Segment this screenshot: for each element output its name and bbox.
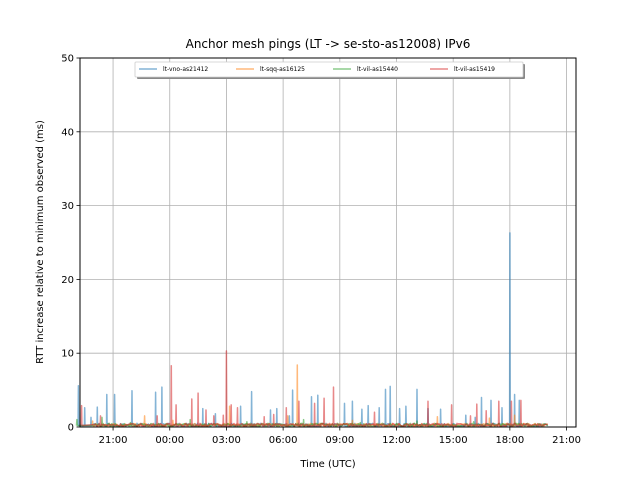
x-tick-label: 21:00 <box>552 435 581 446</box>
x-tick-label: 06:00 <box>269 435 298 446</box>
y-tick-label: 20 <box>61 275 74 286</box>
x-tick-label: 18:00 <box>495 435 524 446</box>
x-axis: 21:00 00:00 03:00 06:00 09:00 12:00 15:00 18:00… <box>99 427 581 446</box>
y-tick-label: 30 <box>61 201 74 212</box>
x-tick-label: 15:00 <box>439 435 468 446</box>
plot-frame <box>79 57 577 428</box>
series-line <box>80 350 548 428</box>
y-axis-label: RTT increase relative to minimum observe… <box>35 120 46 364</box>
x-axis-label: Time (UTC) <box>299 459 355 470</box>
legend-label: lt-vno-as21412 <box>163 66 208 73</box>
x-tick-label: 12:00 <box>382 435 411 446</box>
y-tick-label: 40 <box>61 127 74 138</box>
legend: lt-vno-as21412 lt-sqq-as16125 lt-vil-as154… <box>134 61 525 79</box>
legend-label: lt-vil-as15419 <box>454 66 495 73</box>
x-tick-label: 00:00 <box>155 435 184 446</box>
y-tick-label: 10 <box>61 349 74 360</box>
x-tick-label: 03:00 <box>212 435 241 446</box>
y-tick-label: 50 <box>61 54 74 65</box>
x-tick-label: 09:00 <box>325 435 354 446</box>
y-axis: 0 10 20 30 40 50 <box>61 54 80 434</box>
y-tick-label: 0 <box>68 423 74 434</box>
chart-title: Anchor mesh pings (LT -> se-sto-as12008)… <box>186 37 471 51</box>
x-tick-label: 21:00 <box>99 435 128 446</box>
series-layer <box>75 232 549 428</box>
legend-label: lt-vil-as15440 <box>357 66 398 73</box>
series-lt-vil-as15419 <box>80 350 548 428</box>
legend-box <box>134 61 524 78</box>
legend-label: lt-sqq-as16125 <box>260 66 305 73</box>
